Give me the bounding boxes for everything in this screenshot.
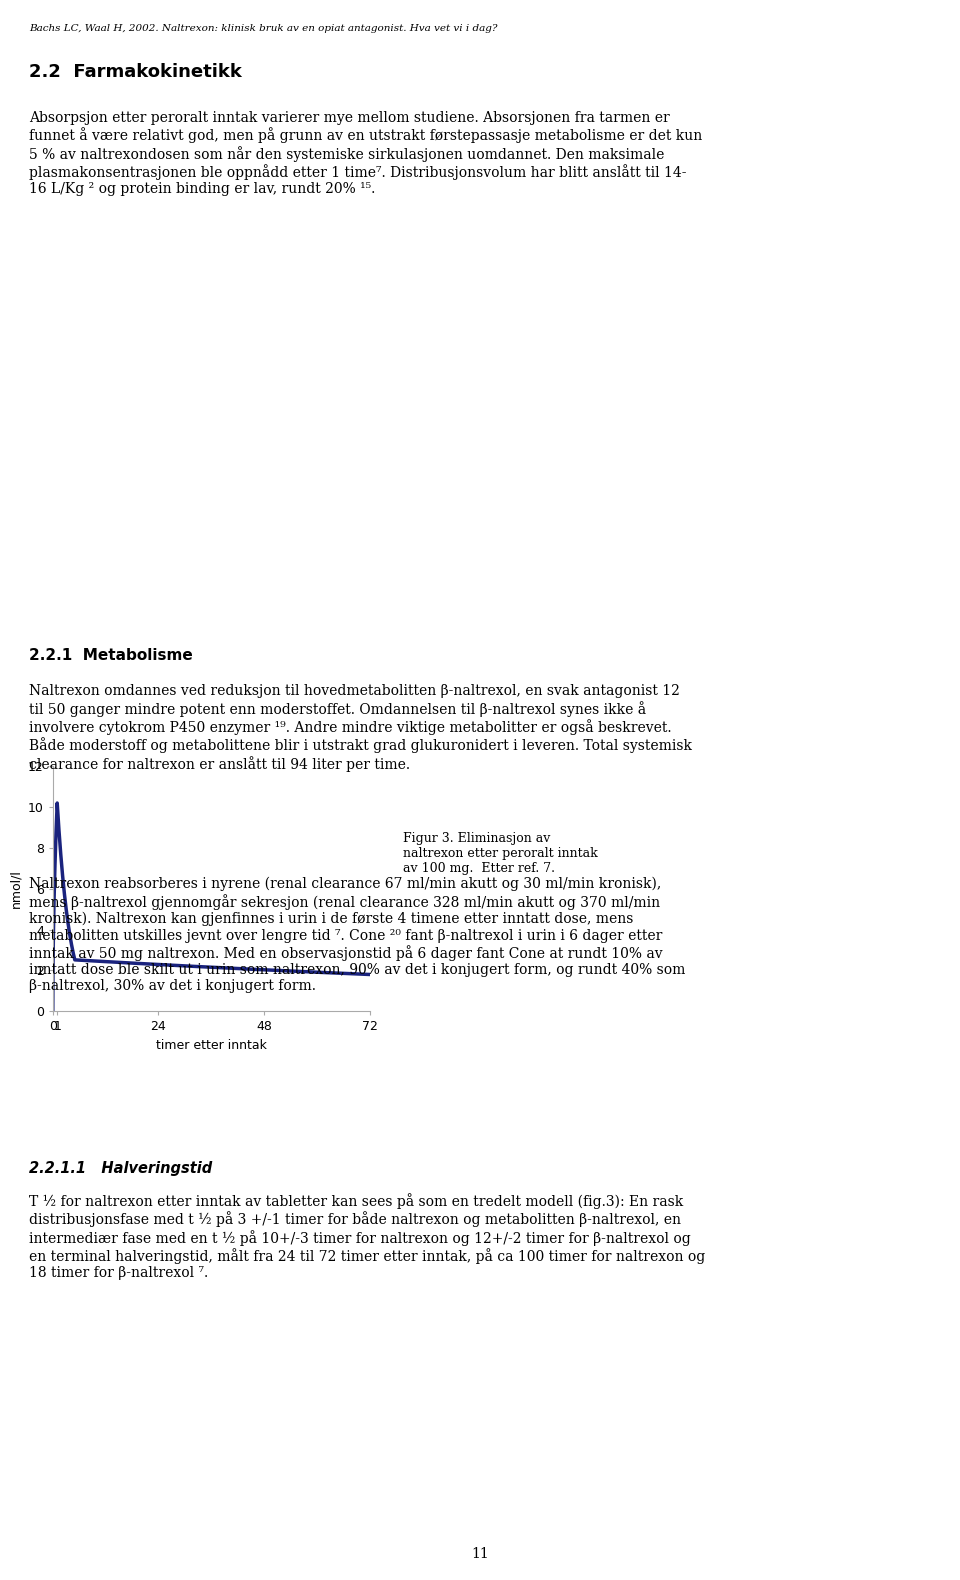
Text: 2.2.1.1   Halveringstid: 2.2.1.1 Halveringstid	[29, 1161, 212, 1176]
Y-axis label: nmol/l: nmol/l	[10, 869, 22, 908]
Text: Bachs LC, Waal H, 2002. Naltrexon: klinisk bruk av en opiat antagonist. Hva vet : Bachs LC, Waal H, 2002. Naltrexon: klini…	[29, 24, 497, 33]
Text: Naltrexon reabsorberes i nyrene (renal clearance 67 ml/min akutt og 30 ml/min kr: Naltrexon reabsorberes i nyrene (renal c…	[29, 877, 685, 994]
Text: Figur 3. Eliminasjon av
naltrexon etter peroralt inntak
av 100 mg.  Etter ref. 7: Figur 3. Eliminasjon av naltrexon etter …	[403, 831, 598, 875]
Text: T ½ for naltrexon etter inntak av tabletter kan sees på som en tredelt modell (f: T ½ for naltrexon etter inntak av tablet…	[29, 1193, 705, 1280]
Text: 2.2  Farmakokinetikk: 2.2 Farmakokinetikk	[29, 63, 242, 81]
Text: Naltrexon omdannes ved reduksjon til hovedmetabolitten β-naltrexol, en svak anta: Naltrexon omdannes ved reduksjon til hov…	[29, 684, 692, 773]
X-axis label: timer etter inntak: timer etter inntak	[156, 1038, 267, 1052]
Text: 2.2.1  Metabolisme: 2.2.1 Metabolisme	[29, 648, 193, 662]
Text: Absorpsjon etter peroralt inntak varierer mye mellom studiene. Absorsjonen fra t: Absorpsjon etter peroralt inntak variere…	[29, 111, 702, 196]
Text: 11: 11	[471, 1547, 489, 1561]
